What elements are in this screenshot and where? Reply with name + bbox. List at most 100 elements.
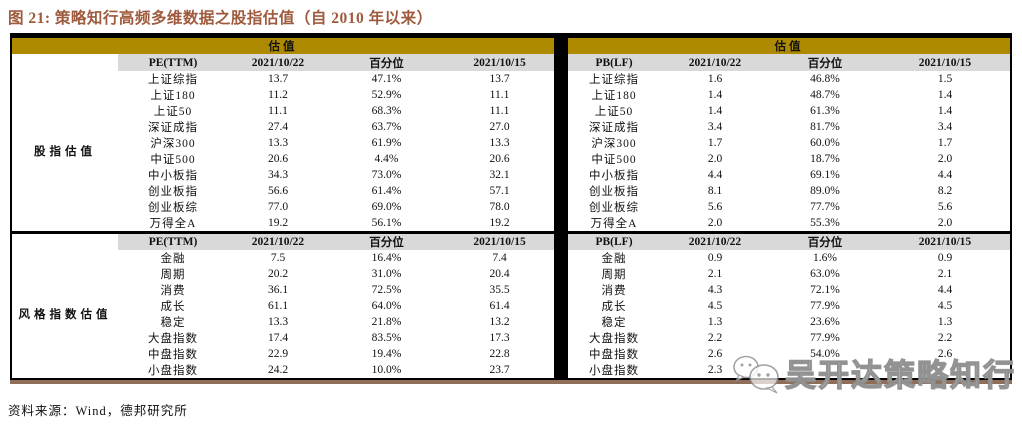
- value-cell: 1.5: [937, 73, 953, 85]
- value-cell: 61.9%: [371, 137, 402, 149]
- table-row: 周期 2.1 63.0% 2.1: [568, 266, 1010, 282]
- value-cell: 32.1: [489, 169, 510, 181]
- index-name-cell: 深证成指: [148, 122, 198, 134]
- index-name-cell: 创业板指: [589, 186, 639, 198]
- value-cell: 11.1: [268, 105, 288, 117]
- value-cell: 11.1: [489, 105, 510, 117]
- value-cell: 20.6: [267, 153, 289, 165]
- value-cell: 31.0%: [371, 268, 402, 280]
- table-row: 创业板指 8.1 89.0% 8.2: [568, 183, 1010, 199]
- value-cell: 56.6: [267, 185, 289, 197]
- pb-valuation-table: 估值 PB(LF) 2021/10/22 百分位 2021/10/15 上证综指 1.6 46…: [568, 38, 1010, 378]
- value-cell: 5.6: [707, 201, 723, 213]
- index-name-cell: 万得全A: [149, 218, 197, 230]
- value-cell: 11.2: [268, 89, 288, 101]
- column-header: 2021/10/15: [445, 231, 555, 250]
- value-cell: 13.3: [489, 137, 510, 149]
- table-row: 中证500 2.0 18.7% 2.0: [568, 151, 1010, 167]
- value-cell: 19.4%: [371, 348, 402, 360]
- value-cell: 36.1: [267, 284, 289, 296]
- value-cell: 17.3: [489, 332, 510, 344]
- value-cell: 2.1: [937, 268, 953, 280]
- index-name-cell: 成长: [601, 301, 627, 313]
- table-row: 风格指数估值 金融 7.5 16.4% 7.4: [12, 250, 554, 378]
- value-cell: 11.1: [489, 89, 510, 101]
- column-header: 2021/10/15: [445, 54, 555, 71]
- column-header: PE(TTM): [118, 54, 228, 71]
- value-cell: 63.7%: [371, 121, 402, 133]
- value-cell: [880, 362, 1010, 378]
- value-cell: 2.2: [707, 332, 723, 344]
- column-header: PB(LF): [568, 54, 660, 71]
- value-cell: 1.4: [707, 105, 723, 117]
- value-cell: 1.3: [937, 316, 953, 328]
- value-cell: 68.3%: [371, 105, 402, 117]
- value-cell: 27.0: [489, 121, 510, 133]
- index-name-cell: 上证180: [591, 90, 637, 102]
- value-cell: 77.9%: [810, 300, 840, 312]
- table-row: 中盘指数 2.6 54.0% 2.6: [568, 346, 1010, 362]
- value-cell: 23.7: [489, 364, 510, 376]
- index-name-cell: 稳定: [601, 317, 627, 329]
- value-cell: 4.4: [937, 169, 953, 181]
- column-header: PB(LF): [568, 231, 660, 250]
- index-name-cell: 小盘指数: [589, 365, 639, 377]
- index-name-cell: 上证综指: [589, 74, 639, 86]
- index-name-cell: 深证成指: [589, 122, 639, 134]
- value-cell: 8.1: [707, 185, 723, 197]
- value-cell: 35.5: [489, 284, 510, 296]
- table-row: 深证成指 3.4 81.7% 3.4: [568, 119, 1010, 135]
- value-cell: 22.8: [489, 348, 510, 360]
- index-name-cell: 稳定: [160, 317, 186, 329]
- value-cell: 13.3: [267, 316, 289, 328]
- value-cell: 0.9: [937, 252, 953, 264]
- value-cell: 63.0%: [810, 268, 840, 280]
- index-name-cell: 上证180: [150, 90, 196, 102]
- value-cell: 27.4: [267, 121, 289, 133]
- index-name-cell: 周期: [601, 269, 627, 281]
- value-cell: 61.4%: [371, 185, 402, 197]
- value-cell: 1.7: [707, 137, 723, 149]
- value-cell: 10.0%: [371, 364, 402, 376]
- table-row: 成长 61.1 64.0% 61.4: [12, 298, 554, 314]
- value-cell: 1.6: [707, 73, 723, 85]
- value-cell: 81.7%: [810, 121, 840, 133]
- table-row: 万得全A 19.2 56.1% 19.2: [12, 215, 554, 233]
- value-cell: 4.4%: [374, 153, 399, 165]
- index-name-cell: 中证500: [150, 154, 196, 166]
- column-header: 2021/10/22: [660, 231, 770, 250]
- pe-valuation-table: 估值 PE(TTM) 2021/10/22 百分位 2021/10/15 股指估值 上证综指…: [12, 38, 555, 378]
- value-cell: 57.1: [489, 185, 510, 197]
- figure-title: 图 21: 策略知行高频多维数据之股指估值（自 2010 年以来）: [8, 10, 433, 27]
- index-name-cell: 大盘指数: [589, 333, 639, 345]
- value-cell: 47.1%: [371, 73, 402, 85]
- table-row: 中证500 20.6 4.4% 20.6: [12, 151, 554, 167]
- value-cell: 52.9%: [371, 89, 402, 101]
- table-row: 中小板指 34.3 73.0% 32.1: [12, 167, 554, 183]
- table-row: 万得全A 2.0 55.3% 2.0: [568, 215, 1010, 233]
- table-row: 创业板综 5.6 77.7% 5.6: [568, 199, 1010, 215]
- table-row: 深证成指 27.4 63.7% 27.0: [12, 119, 554, 135]
- value-cell: 72.1%: [810, 284, 840, 296]
- table-row: 上证50 1.4 61.3% 1.4: [568, 103, 1010, 119]
- column-header: 百分位: [770, 54, 880, 71]
- value-cell: 61.4: [489, 300, 510, 312]
- value-cell: 3.4: [707, 121, 723, 133]
- index-name-cell: 中小板指: [589, 170, 639, 182]
- value-cell: 2.0: [707, 153, 723, 165]
- group-column-spacer: [12, 231, 118, 250]
- table-row: 沪深300 1.7 60.0% 1.7: [568, 135, 1010, 151]
- value-cell: 21.8%: [371, 316, 402, 328]
- table-row: 小盘指数 24.2 10.0% 23.7: [12, 362, 554, 378]
- value-cell: 73.0%: [371, 169, 402, 181]
- index-name-cell: 沪深300: [591, 138, 637, 150]
- index-name-cell: 创业板综: [589, 202, 639, 214]
- value-cell: 22.9: [267, 348, 289, 360]
- group-label: 风格指数估值: [12, 250, 118, 378]
- table-row: 消费 4.3 72.1% 4.4: [568, 282, 1010, 298]
- index-name-cell: 金融: [601, 253, 627, 265]
- index-name-cell: 上证综指: [148, 74, 198, 86]
- value-cell: 2.3: [707, 364, 723, 376]
- column-header: 2021/10/15: [880, 54, 1010, 71]
- value-cell: 54.0%: [810, 348, 840, 360]
